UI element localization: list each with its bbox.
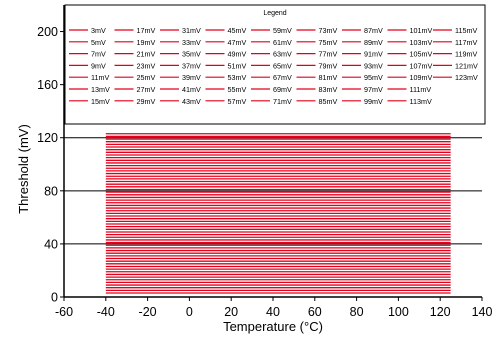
legend-label: 67mV [273, 73, 292, 82]
x-tick-label: -20 [139, 305, 157, 319]
legend-label: 85mV [319, 97, 338, 106]
legend-label: 113mV [410, 97, 432, 106]
legend-label: 53mV [228, 73, 247, 82]
legend-label: 7mV [91, 50, 106, 59]
legend-label: 99mV [364, 97, 383, 106]
x-tick-label: 0 [186, 305, 193, 319]
legend-label: 109mV [410, 73, 433, 82]
legend-label: 89mV [364, 38, 383, 47]
axes [60, 5, 483, 301]
legend-label: 45mV [228, 26, 247, 35]
legend-label: 35mV [182, 50, 201, 59]
legend-label: 59mV [273, 26, 292, 35]
y-axis-title: Threshold (mV) [16, 124, 31, 214]
x-axis-title: Temperature (°C) [223, 319, 323, 334]
legend-label: 75mV [319, 38, 338, 47]
y-tick-label: 0 [51, 291, 58, 305]
legend-label: 39mV [182, 73, 201, 82]
y-tick-label: 200 [37, 25, 58, 39]
legend-label: 29mV [137, 97, 156, 106]
legend-label: 13mV [91, 85, 110, 94]
x-tick-label: 40 [266, 305, 280, 319]
legend-label: 115mV [455, 26, 477, 35]
x-tick-label: 100 [388, 305, 409, 319]
legend-label: 69mV [273, 85, 292, 94]
legend-label: 37mV [182, 61, 201, 70]
legend-label: 43mV [182, 97, 201, 106]
legend-label: 27mV [137, 85, 156, 94]
legend-label: 3mV [91, 26, 106, 35]
legend-label: 71mV [273, 97, 292, 106]
legend-label: 111mV [410, 85, 432, 94]
x-tick-label: 60 [308, 305, 322, 319]
legend-label: 25mV [137, 73, 156, 82]
legend-label: 19mV [137, 38, 156, 47]
legend-label: 55mV [228, 85, 247, 94]
legend-label: 5mV [91, 38, 106, 47]
legend-label: 15mV [91, 97, 110, 106]
legend-label: 21mV [137, 50, 156, 59]
legend-label: 119mV [455, 50, 477, 59]
x-tick-label: -60 [55, 305, 73, 319]
legend-label: 57mV [228, 97, 247, 106]
legend-label: 9mV [91, 61, 106, 70]
legend-label: 65mV [273, 61, 292, 70]
x-tick-label: 140 [472, 305, 493, 319]
legend-label: 61mV [273, 38, 292, 47]
tick-labels: -60 -40 -20 0 20 40 60 80 100 120 140 0 40 80 120 160 20… [37, 25, 492, 319]
y-tick-label: 160 [37, 78, 58, 92]
legend-label: 83mV [319, 85, 338, 94]
legend-label: 105mV [410, 50, 433, 59]
y-tick-label: 80 [44, 184, 58, 198]
legend-label: 123mV [455, 73, 478, 82]
y-tick-label: 40 [44, 237, 58, 251]
legend-label: 101mV [410, 26, 433, 35]
legend-label: 31mV [182, 26, 201, 35]
legend-label: 79mV [319, 61, 338, 70]
legend-label: 17mV [137, 26, 156, 35]
x-tick-label: 20 [224, 305, 238, 319]
legend-label: 47mV [228, 38, 247, 47]
legend-title: Legend [263, 10, 286, 17]
legend-label: 77mV [319, 50, 338, 59]
legend-label: 81mV [319, 73, 338, 82]
legend-label: 41mV [182, 85, 201, 94]
legend-label: 11mV [91, 73, 109, 82]
x-tick-label: -40 [97, 305, 115, 319]
x-tick-label: 80 [350, 305, 364, 319]
legend-label: 63mV [273, 50, 292, 59]
y-tick-label: 120 [37, 131, 58, 145]
legend-label: 87mV [364, 26, 383, 35]
legend-label: 103mV [410, 38, 433, 47]
series-lines [105, 133, 451, 294]
legend-label: 121mV [455, 61, 478, 70]
legend-label: 117mV [455, 38, 477, 47]
legend-label: 95mV [364, 73, 383, 82]
legend-label: 93mV [364, 61, 383, 70]
legend-label: 33mV [182, 38, 201, 47]
legend: Legend 3mV 5mV 7mV 9mV 11mV 13mV 15mV 17mV 19mV 2… [64, 4, 486, 125]
legend-label: 49mV [228, 50, 247, 59]
legend-label: 73mV [319, 26, 338, 35]
legend-label: 97mV [364, 85, 383, 94]
legend-label: 91mV [364, 50, 383, 59]
legend-box [64, 4, 486, 125]
legend-label: 107mV [410, 61, 433, 70]
legend-label: 51mV [228, 61, 247, 70]
x-tick-label: 120 [430, 305, 451, 319]
legend-label: 23mV [137, 61, 156, 70]
